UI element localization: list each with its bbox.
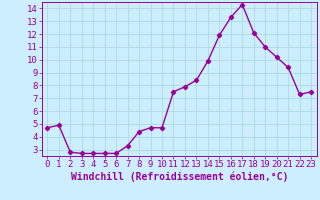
X-axis label: Windchill (Refroidissement éolien,°C): Windchill (Refroidissement éolien,°C) bbox=[70, 172, 288, 182]
